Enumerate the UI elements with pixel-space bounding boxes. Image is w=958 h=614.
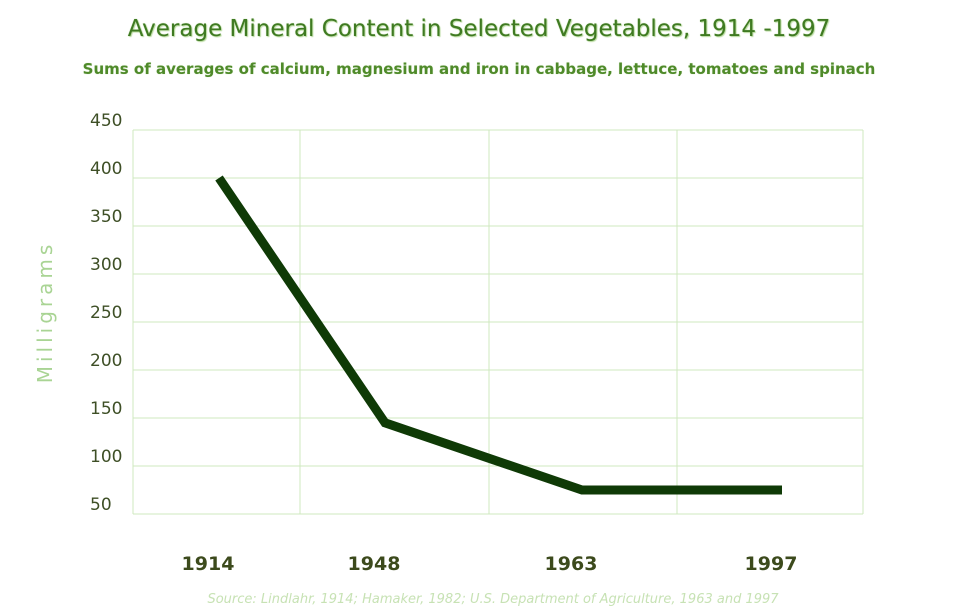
x-tick-label: 1963	[545, 553, 598, 575]
x-tick-label: 1997	[745, 553, 798, 575]
y-tick-label: 350	[90, 207, 122, 227]
y-tick-label: 100	[90, 447, 122, 467]
x-tick-label: 1914	[182, 553, 235, 575]
y-tick-label: 300	[90, 255, 122, 275]
y-tick-label: 200	[90, 351, 122, 371]
series-line	[215, 175, 782, 495]
y-tick-label: 450	[90, 111, 122, 131]
source-note: Source: Lindlahr, 1914; Hamaker, 1982; U…	[207, 592, 779, 607]
y-tick-label: 50	[90, 495, 112, 515]
y-tick-label: 150	[90, 399, 122, 419]
y-tick-labels: 450 400 350 300 250 200 150 100 50	[90, 111, 122, 515]
grid-lines	[132, 129, 864, 515]
x-tick-labels: 1914 1948 1963 1997	[182, 553, 798, 575]
y-tick-label: 250	[90, 303, 122, 323]
x-tick-label: 1948	[348, 553, 401, 575]
y-tick-label: 400	[90, 159, 122, 179]
chart-subtitle: Sums of averages of calcium, magnesium a…	[82, 60, 876, 78]
data-series	[215, 175, 782, 495]
y-axis-label: Milligrams	[33, 241, 57, 384]
chart-title: Average Mineral Content in Selected Vege…	[127, 16, 831, 42]
